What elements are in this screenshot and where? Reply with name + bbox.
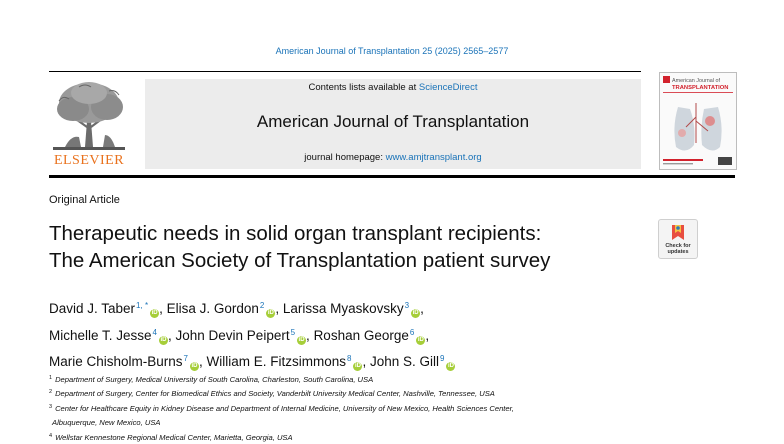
orcid-icon[interactable]: iD [446, 362, 456, 371]
article-title-line2: The American Society of Transplantation … [49, 249, 551, 272]
author-name[interactable]: Larissa Myaskovsky [282, 301, 404, 316]
orcid-icon[interactable]: iD [266, 309, 276, 318]
orcid-icon[interactable]: iD [190, 362, 199, 371]
contents-prefix: Contents lists available at [308, 82, 419, 93]
journal-cover-thumbnail[interactable]: American Journal of TRANSPLANTATION [659, 72, 737, 170]
orcid-icon[interactable]: iD [159, 335, 168, 345]
affiliation-item: 3 Center for Healthcare Equity in Kidney … [49, 401, 739, 415]
author-name[interactable]: Roshan George [313, 327, 409, 343]
orcid-icon[interactable]: iD [353, 362, 363, 371]
affiliation-number: 1 [49, 375, 53, 381]
affiliation-marker[interactable]: 5 [290, 327, 296, 337]
affiliation-number: 3 [49, 403, 53, 410]
check-for-updates-button[interactable]: Check for updates [658, 219, 698, 259]
contents-line: Contents lists available at ScienceDirec… [145, 82, 641, 93]
homepage-line: journal homepage: www.amjtransplant.org [145, 152, 641, 163]
elsevier-tree-logo[interactable] [49, 77, 129, 169]
article-type: Original Article [49, 194, 120, 206]
orcid-icon[interactable]: iD [150, 309, 160, 318]
article-title-line1: Therapeutic needs in solid organ transpl… [49, 222, 542, 245]
author-name[interactable]: John S. Gill [370, 354, 440, 369]
affiliation-marker[interactable]: 9 [440, 354, 445, 363]
affiliation-number: 4 [49, 432, 53, 439]
affiliation-marker[interactable]: 7 [183, 354, 188, 363]
affiliation-item: 4 Wellstar Kennestone Regional Medical Ce… [49, 430, 739, 444]
check-for-updates-label: Check for updates [665, 243, 691, 255]
affiliation-marker[interactable]: 2 [259, 301, 265, 310]
affiliation-marker[interactable]: 3 [404, 301, 410, 310]
affiliation-list: 1 Department of Surgery, Medical Universi… [49, 372, 739, 444]
orcid-icon[interactable]: iD [416, 335, 426, 345]
elsevier-wordmark: ELSEVIER [53, 153, 125, 168]
affiliation-marker[interactable]: 4 [152, 327, 157, 337]
author-name[interactable]: Michelle T. Jesse [49, 327, 152, 343]
author-separator: , [168, 327, 176, 343]
author-line-3: Marie Chisholm-Burns7iD, William E. Fitz… [49, 347, 749, 374]
affiliation-marker[interactable]: 6 [409, 327, 415, 337]
header-rule-bottom [49, 175, 735, 178]
author-name[interactable]: John Devin Peipert [175, 327, 290, 343]
author-name[interactable]: Marie Chisholm-Burns [49, 354, 183, 369]
affiliation-marker[interactable]: 8 [347, 354, 352, 363]
author-separator: , [275, 301, 283, 316]
author-name[interactable]: Elisa J. Gordon [166, 301, 259, 316]
article-title: Therapeutic needs in solid organ transpl… [49, 220, 649, 274]
affiliation-marker[interactable]: 1, * [136, 301, 149, 310]
journal-name: American Journal of Transplantation [256, 112, 530, 131]
header-rule-top [49, 71, 641, 72]
affiliation-text: Albuquerque, New Mexico, USA [52, 418, 161, 428]
journal-masthead: Contents lists available at ScienceDirec… [145, 79, 641, 169]
sciencedirect-link[interactable]: ScienceDirect [418, 82, 478, 93]
orcid-icon[interactable]: iD [411, 309, 421, 318]
author-line-2: Michelle T. Jesse4iD, John Devin Peipert… [49, 321, 749, 348]
affiliation-item: 2 Department of Surgery, Center for Biome… [49, 386, 739, 400]
author-line-1: David J. Taber1, *iD, Elisa J. Gordon2iD… [49, 294, 749, 321]
author-separator: , [159, 301, 167, 316]
affiliation-text: Department of Surgery, Medical Universit… [55, 375, 374, 384]
author-list: David J. Taber1, *iD, Elisa J. Gordon2iD… [49, 294, 749, 374]
orcid-icon[interactable]: iD [297, 335, 307, 345]
cover-title-line2: TRANSPLANTATION [672, 85, 728, 91]
author-separator: , [362, 354, 370, 369]
author-separator: , [199, 354, 207, 369]
cover-title-line1: American Journal of [672, 78, 720, 84]
bookmark-ribbon-icon [672, 225, 684, 240]
affiliation-number: 2 [49, 389, 53, 396]
affiliation-item: 1 Department of Surgery, Medical Universi… [49, 372, 739, 386]
author-separator: , [425, 327, 430, 343]
affiliation-text: Department of Surgery, Center for Biomed… [55, 389, 495, 399]
author-name[interactable]: David J. Taber [49, 301, 136, 316]
affiliation-text: Wellstar Kennestone Regional Medical Cen… [55, 432, 293, 442]
homepage-prefix: journal homepage: [304, 152, 386, 163]
author-separator: , [306, 327, 314, 343]
author-separator: , [420, 301, 424, 316]
affiliation-text: Center for Healthcare Equity in Kidney D… [55, 403, 514, 413]
affiliation-item: Albuquerque, New Mexico, USA [49, 415, 739, 429]
journal-homepage-link[interactable]: www.amjtransplant.org [385, 152, 482, 163]
author-name[interactable]: William E. Fitzsimmons [206, 354, 347, 369]
journal-citation[interactable]: American Journal of Transplantation 25 (… [275, 46, 509, 56]
